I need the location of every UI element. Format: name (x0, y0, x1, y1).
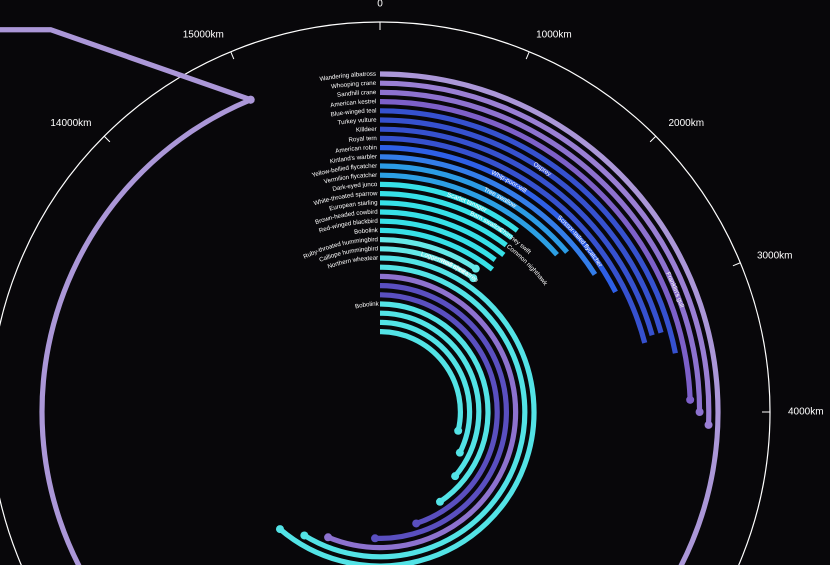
axis-tick-label: 1000km (536, 30, 572, 41)
arc-endpoint-dot (686, 396, 694, 404)
arc-label: Whooping crane (331, 80, 377, 91)
axis-tick-label: 15000km (183, 30, 224, 41)
arc (380, 332, 460, 431)
axis-tick-label: 2000km (668, 118, 704, 129)
arc-label: Royal tern (348, 135, 377, 144)
axis-tick (526, 52, 529, 59)
axis-tick (231, 52, 234, 59)
arc-endpoint-dot (705, 421, 713, 429)
arc-endpoint-dot (454, 427, 462, 435)
arc-endpoint-dot (276, 525, 284, 533)
axis-tick (733, 263, 740, 266)
arc-endpoint-dot (324, 533, 332, 541)
axis-tick (104, 136, 110, 142)
arc-label: Bobolink (354, 227, 379, 236)
arc-endpoint-dot (696, 408, 704, 416)
arc-label: Sandhill crane (337, 89, 377, 99)
arc-endpoint-dot (371, 534, 379, 542)
arc-label: American kestrel (330, 98, 377, 109)
arc-label: Blue-winged teal (330, 107, 376, 118)
arc-endpoint-dot (300, 531, 308, 539)
arc (380, 102, 690, 400)
radial-chart: 0 1000km 2000km 3000km 4000km 14000km 15000km W… (0, 0, 830, 565)
arc-endpoint-dot (451, 472, 459, 480)
arc-label: American robin (335, 144, 378, 155)
arc-endpoint-dot (412, 519, 420, 527)
arc-label: Bobolink (354, 301, 379, 311)
arc-endpoint-dot (436, 498, 444, 506)
axis-tick-label: 0 (377, 0, 383, 10)
arc-label: Killdeer (356, 126, 377, 134)
arc-endpoint-dot (247, 96, 255, 104)
arc-endpoint-dot (472, 265, 480, 273)
arc-endpoint-dot (456, 449, 464, 457)
arc-label: Turkey vulture (337, 117, 377, 127)
axis-tick (650, 136, 656, 142)
axis-tick-label: 3000km (757, 251, 793, 262)
axis-tick-label: 14000km (50, 118, 91, 129)
axis-tick-label: 4000km (788, 407, 824, 418)
